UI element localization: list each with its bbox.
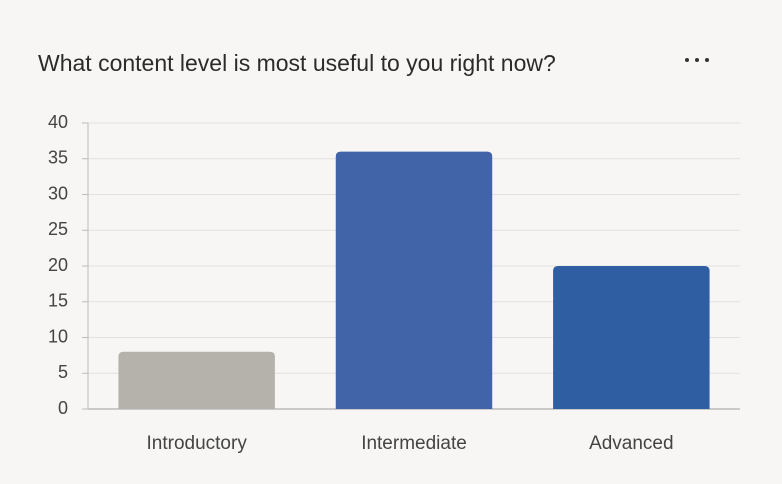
x-tick-label: Intermediate bbox=[361, 433, 467, 454]
y-tick-label: 20 bbox=[48, 255, 68, 275]
bar bbox=[118, 351, 275, 409]
x-tick-label: Introductory bbox=[147, 433, 248, 454]
menu-dot bbox=[685, 58, 689, 62]
y-tick-label: 40 bbox=[48, 112, 68, 132]
bar bbox=[553, 266, 710, 409]
y-tick-label: 35 bbox=[48, 148, 68, 168]
chart-title: What content level is most useful to you… bbox=[38, 50, 556, 76]
y-tick-label: 30 bbox=[48, 183, 68, 203]
bar bbox=[335, 151, 493, 409]
y-tick-label: 5 bbox=[58, 362, 68, 382]
menu-dot bbox=[695, 58, 699, 62]
y-tick-label: 15 bbox=[48, 291, 68, 311]
y-tick-label: 10 bbox=[48, 326, 68, 346]
more-menu[interactable] bbox=[685, 58, 709, 62]
x-tick-label: Advanced bbox=[589, 433, 674, 454]
y-tick-label: 0 bbox=[58, 398, 68, 418]
y-tick-label: 25 bbox=[48, 219, 68, 239]
menu-dot bbox=[705, 58, 709, 62]
